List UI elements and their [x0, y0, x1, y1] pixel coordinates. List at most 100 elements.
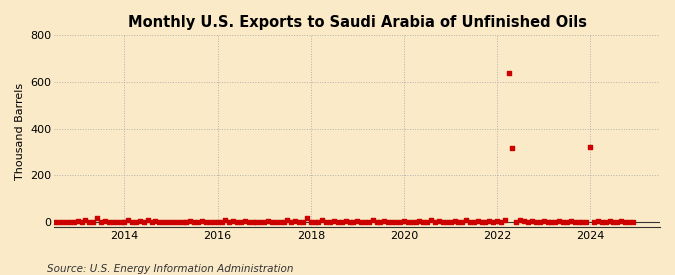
Point [317, 217, 327, 222]
Point [395, 220, 406, 224]
Point [367, 217, 378, 222]
Point [216, 220, 227, 224]
Point [569, 220, 580, 224]
Point [270, 220, 281, 224]
Point [333, 220, 344, 224]
Point [278, 220, 289, 224]
Point [507, 146, 518, 151]
Point [267, 220, 277, 224]
Point [460, 217, 471, 222]
Point [363, 220, 374, 224]
Point [111, 220, 122, 224]
Point [103, 220, 114, 224]
Point [274, 220, 285, 224]
Point [616, 219, 627, 223]
Point [426, 217, 437, 222]
Point [484, 219, 495, 223]
Point [165, 220, 176, 224]
Point [546, 220, 557, 224]
Point [259, 220, 269, 224]
Point [313, 220, 324, 224]
Point [173, 220, 184, 224]
Point [336, 220, 347, 224]
Point [535, 220, 545, 224]
Point [263, 219, 273, 223]
Point [437, 220, 448, 224]
Point [92, 216, 103, 221]
Point [504, 70, 514, 75]
Point [453, 220, 464, 224]
Point [41, 220, 52, 224]
Point [538, 219, 549, 223]
Point [200, 220, 211, 224]
Point [581, 220, 592, 224]
Point [107, 220, 118, 224]
Point [177, 220, 188, 224]
Point [549, 220, 560, 224]
Point [158, 220, 169, 224]
Point [457, 220, 468, 224]
Point [208, 220, 219, 224]
Point [495, 220, 506, 224]
Point [480, 220, 491, 224]
Point [251, 220, 262, 224]
Point [375, 220, 386, 224]
Point [577, 220, 588, 224]
Point [371, 220, 382, 224]
Point [196, 219, 207, 223]
Point [402, 220, 413, 224]
Point [464, 220, 475, 224]
Point [519, 219, 530, 223]
Point [491, 219, 502, 223]
Point [243, 220, 254, 224]
Point [585, 145, 595, 150]
Point [138, 220, 149, 224]
Point [220, 217, 231, 222]
Point [57, 220, 68, 224]
Point [127, 220, 138, 224]
Point [96, 220, 107, 224]
Point [34, 220, 45, 224]
Point [123, 217, 134, 222]
Point [189, 220, 200, 224]
Point [624, 220, 634, 224]
Point [205, 220, 215, 224]
Point [379, 219, 389, 223]
Point [72, 219, 83, 223]
Point [65, 220, 76, 224]
Point [305, 220, 316, 224]
Point [49, 220, 60, 224]
Point [236, 220, 246, 224]
Point [558, 220, 568, 224]
Point [410, 220, 421, 224]
Point [472, 219, 483, 223]
Point [515, 217, 526, 222]
Point [522, 220, 533, 224]
Point [76, 220, 87, 224]
Point [593, 219, 603, 223]
Point [37, 220, 48, 224]
Point [356, 220, 367, 224]
Point [53, 220, 64, 224]
Y-axis label: Thousand Barrels: Thousand Barrels [15, 82, 25, 180]
Point [255, 220, 266, 224]
Point [340, 219, 351, 223]
Point [69, 220, 80, 224]
Point [30, 220, 40, 224]
Point [181, 220, 192, 224]
Point [325, 220, 335, 224]
Point [573, 220, 584, 224]
Text: Source: U.S. Energy Information Administration: Source: U.S. Energy Information Administ… [47, 264, 294, 274]
Point [422, 220, 433, 224]
Point [391, 220, 402, 224]
Point [169, 220, 180, 224]
Point [418, 220, 429, 224]
Point [321, 220, 331, 224]
Point [500, 217, 510, 222]
Point [468, 220, 479, 224]
Point [282, 217, 293, 222]
Point [232, 220, 242, 224]
Point [115, 220, 126, 224]
Point [240, 219, 250, 223]
Point [554, 219, 564, 223]
